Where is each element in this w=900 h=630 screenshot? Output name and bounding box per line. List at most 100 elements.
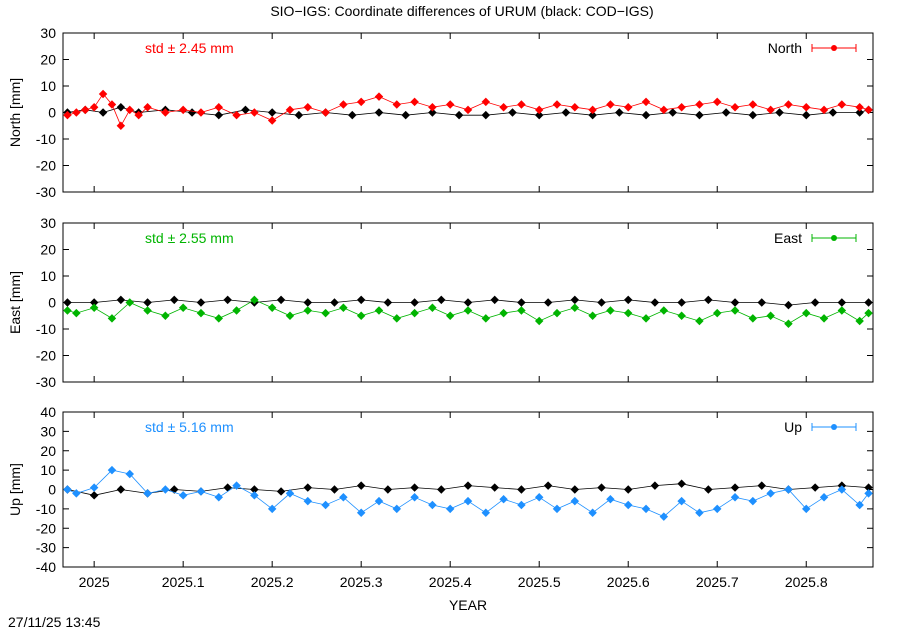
up-point-cod-igs xyxy=(757,481,766,490)
up-point-up xyxy=(534,493,544,502)
east-y-axis-label: East [mm] xyxy=(7,271,23,334)
east-point-east xyxy=(107,314,117,323)
x-tick-label: 2025.2 xyxy=(251,574,294,590)
up-point-up xyxy=(695,508,704,517)
up-point-up xyxy=(659,512,669,521)
east-point-cod-igs xyxy=(356,295,366,305)
east-point-east xyxy=(392,314,402,323)
up-point-up xyxy=(588,508,597,517)
up-point-up xyxy=(392,504,402,514)
up-point-up xyxy=(161,485,170,494)
up-point-cod-igs xyxy=(704,485,713,494)
east-legend-label: East xyxy=(774,230,802,246)
north-point-north xyxy=(517,100,526,109)
east-point-cod-igs xyxy=(623,295,633,305)
x-tick-label: 2025.5 xyxy=(518,574,561,590)
up-point-cod-igs xyxy=(463,481,473,490)
north-point-north xyxy=(81,105,90,115)
east-point-east xyxy=(214,314,224,323)
east-point-east xyxy=(321,308,330,318)
up-point-cod-igs xyxy=(677,479,686,488)
north-point-north xyxy=(677,102,686,112)
up-y-tick-label: 20 xyxy=(40,443,56,459)
x-tick-label: 2025.3 xyxy=(340,574,383,590)
north-point-north xyxy=(428,102,437,112)
east-point-east xyxy=(267,303,277,313)
up-point-cod-igs xyxy=(330,485,339,494)
north-point-north xyxy=(481,97,491,107)
east-point-east xyxy=(588,311,597,320)
up-y-tick-label: 40 xyxy=(40,404,56,420)
up-point-up xyxy=(641,504,651,514)
north-point-north xyxy=(499,102,508,112)
up-point-up xyxy=(819,493,829,502)
up-point-up xyxy=(267,504,277,514)
north-point-north xyxy=(89,102,99,112)
north-point-north xyxy=(161,108,170,117)
east-point-cod-igs xyxy=(196,298,206,307)
east-point-east xyxy=(766,311,775,320)
up-point-up xyxy=(72,489,81,498)
x-tick-label: 2025.8 xyxy=(785,574,828,590)
north-point-north xyxy=(250,108,259,117)
east-point-east xyxy=(748,314,758,323)
north-point-north xyxy=(410,97,419,107)
east-point-east xyxy=(552,308,562,318)
east-point-east xyxy=(339,303,348,313)
east-panel: -30 -20 -10 0 10 20 30 East [mm] std ± 2.55 mm Ea… xyxy=(7,215,874,390)
north-point-cod-igs xyxy=(775,108,784,117)
north-point-north xyxy=(445,100,455,109)
up-point-cod-igs xyxy=(410,483,419,492)
east-point-east xyxy=(63,306,72,315)
north-y-tick-label: 10 xyxy=(40,78,56,94)
east-point-east xyxy=(855,316,864,326)
north-panel: -30 -20 -10 0 10 20 30 North [mm] std ± 2.45 mm N… xyxy=(7,25,874,200)
up-point-up xyxy=(730,493,740,502)
east-point-cod-igs xyxy=(543,298,553,307)
up-y-tick-label: -30 xyxy=(36,540,56,556)
up-point-cod-igs xyxy=(356,481,366,490)
east-point-cod-igs xyxy=(276,295,286,305)
north-point-cod-igs xyxy=(668,108,677,117)
up-point-up xyxy=(107,465,117,475)
north-point-cod-igs xyxy=(241,105,250,115)
up-point-up xyxy=(766,489,775,498)
north-point-cod-igs xyxy=(748,110,758,120)
north-point-north xyxy=(801,102,811,112)
north-point-north xyxy=(730,102,740,112)
east-point-cod-igs xyxy=(89,298,99,307)
east-point-east xyxy=(143,306,152,315)
up-y-tick-label: 30 xyxy=(40,423,56,439)
north-point-cod-igs xyxy=(561,108,571,117)
x-tick-label: 2025.4 xyxy=(429,574,472,590)
north-point-cod-igs xyxy=(828,108,838,117)
east-point-east xyxy=(570,303,580,313)
north-point-north xyxy=(63,110,72,120)
north-point-north xyxy=(72,108,81,117)
north-point-cod-igs xyxy=(374,108,384,117)
east-point-cod-igs xyxy=(650,298,660,307)
east-point-east xyxy=(641,314,651,323)
up-y-tick-label: -40 xyxy=(36,559,56,575)
up-point-up xyxy=(837,485,847,494)
up-point-up xyxy=(303,496,313,506)
east-point-east xyxy=(517,306,526,315)
up-y-tick-label: 10 xyxy=(40,462,56,478)
up-point-up xyxy=(517,500,526,510)
up-point-cod-igs xyxy=(490,483,499,492)
north-point-north xyxy=(606,100,615,109)
east-point-east xyxy=(232,306,241,315)
east-point-cod-igs xyxy=(330,298,339,307)
east-y-tick-label: -30 xyxy=(36,374,56,390)
north-point-north xyxy=(107,100,117,109)
up-point-up xyxy=(178,491,188,500)
east-point-cod-igs xyxy=(490,295,499,305)
up-y-axis-label: Up [mm] xyxy=(7,463,23,516)
up-point-up xyxy=(196,487,206,496)
north-point-north xyxy=(116,121,126,130)
north-legend-marker xyxy=(831,45,837,51)
north-y-tick-label: 0 xyxy=(48,105,56,121)
east-point-east xyxy=(534,316,544,326)
east-point-east xyxy=(428,303,437,313)
up-point-cod-igs xyxy=(597,483,606,492)
